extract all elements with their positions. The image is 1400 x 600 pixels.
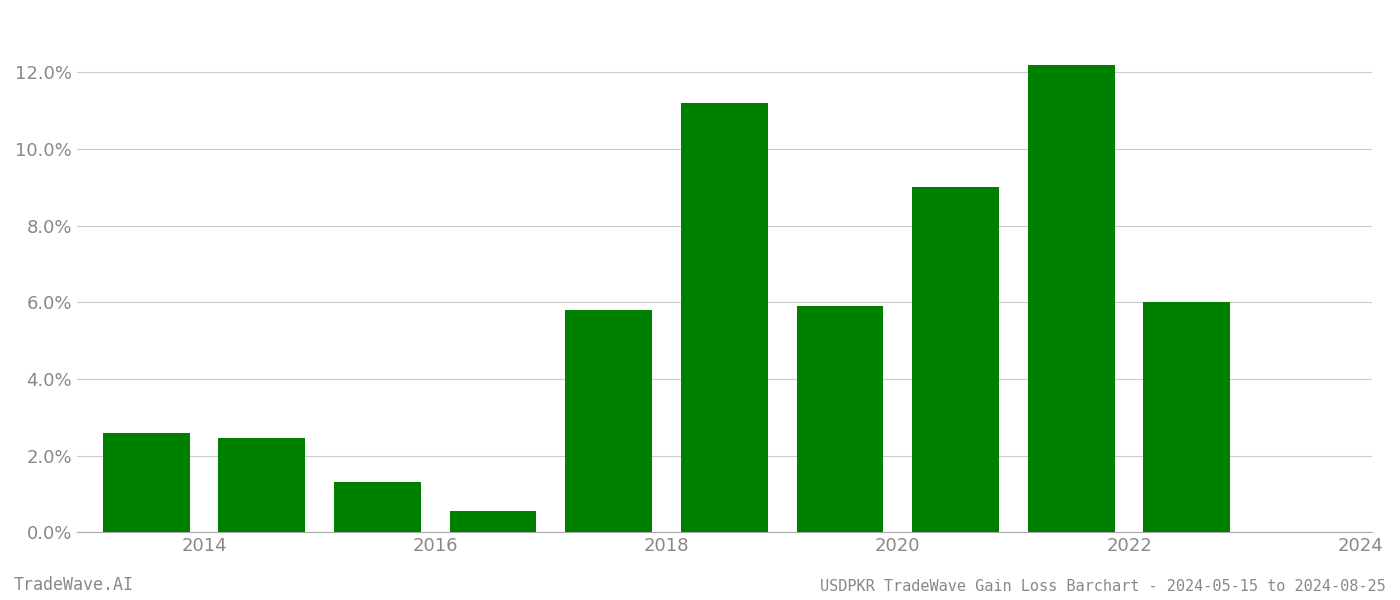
Bar xyxy=(335,482,421,532)
Bar xyxy=(218,438,305,532)
Text: USDPKR TradeWave Gain Loss Barchart - 2024-05-15 to 2024-08-25: USDPKR TradeWave Gain Loss Barchart - 20… xyxy=(820,579,1386,594)
Bar xyxy=(102,433,189,532)
Text: TradeWave.AI: TradeWave.AI xyxy=(14,576,134,594)
Bar xyxy=(680,103,767,532)
Bar xyxy=(449,511,536,532)
Bar xyxy=(1028,65,1114,532)
Bar xyxy=(797,306,883,532)
Bar xyxy=(1144,302,1231,532)
Bar xyxy=(913,187,1000,532)
Bar xyxy=(566,310,652,532)
